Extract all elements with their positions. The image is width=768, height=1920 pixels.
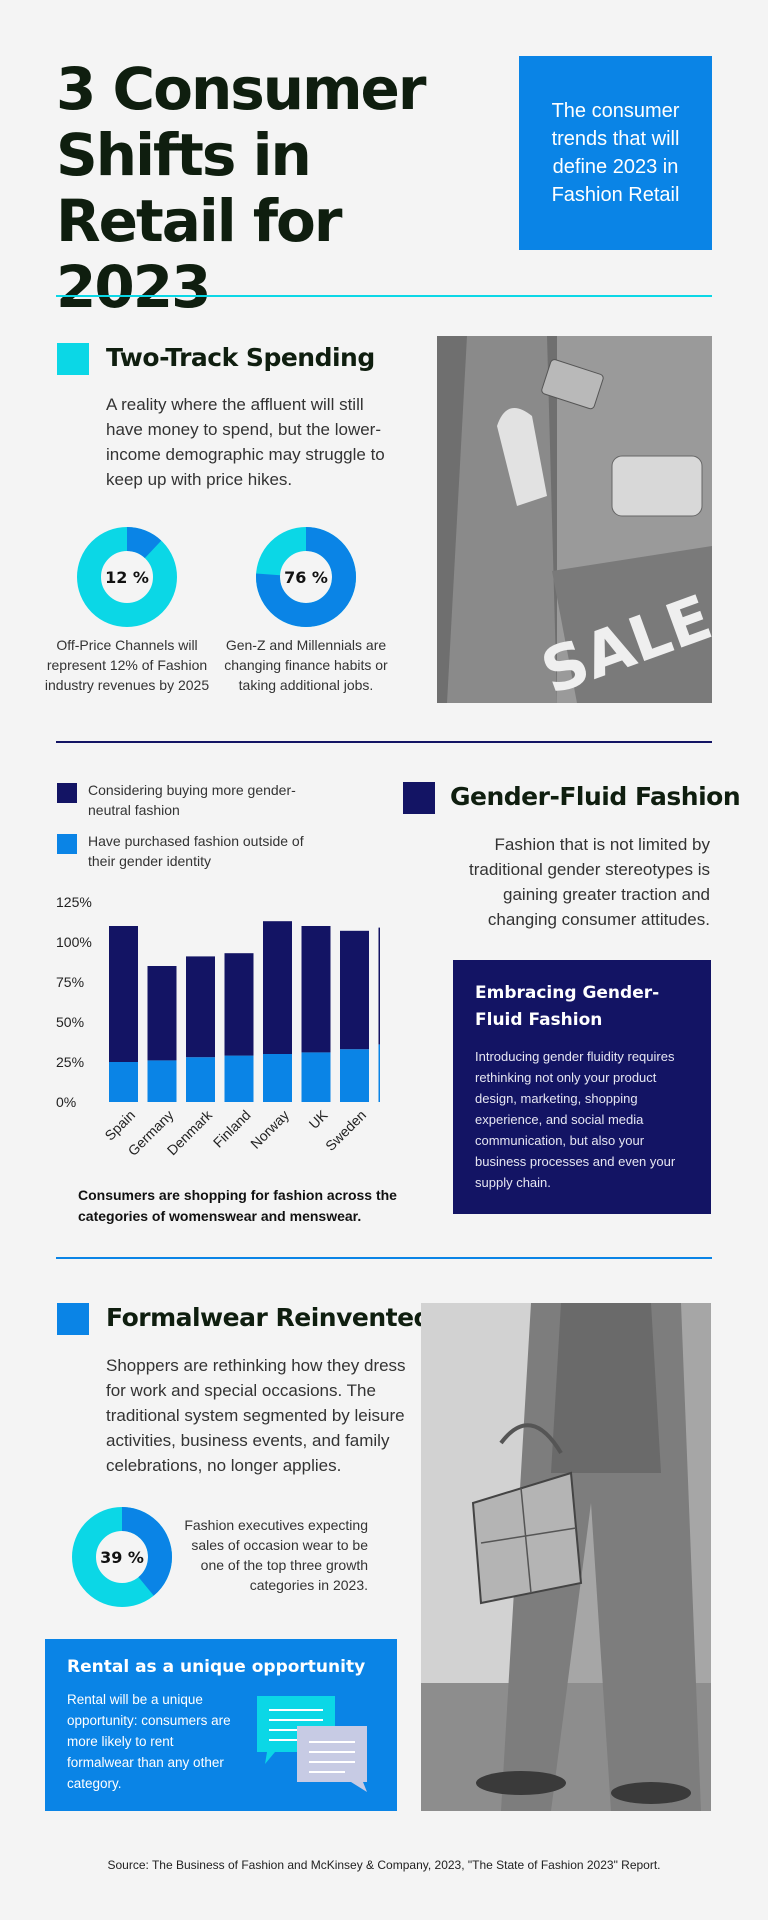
intro-text: The consumer trends that will define 202… (551, 100, 680, 206)
bar-segment (224, 953, 254, 1056)
chart-note: Consumers are shopping for fashion acros… (78, 1187, 397, 1224)
x-tick-label: Spain (101, 1107, 138, 1144)
bar-segment (147, 1060, 177, 1102)
bar-segment (301, 926, 331, 1053)
section-description-gender-fluid: Fashion that is not limited by tradition… (469, 835, 710, 929)
intro-box: The consumer trends that will define 202… (519, 56, 712, 250)
section-title-formalwear: Formalwear Reinvented (106, 1303, 431, 1332)
bar-segment (109, 926, 138, 1062)
section-title-gender-fluid: Gender-Fluid Fashion (450, 782, 741, 811)
x-tick-label: Finland (210, 1107, 254, 1151)
bar-segment (263, 921, 292, 1054)
donut-chart-12: 12 % (77, 527, 177, 627)
section-title-two-track: Two-Track Spending (106, 343, 375, 372)
info-box-title: Embracing Gender-Fluid Fashion (475, 983, 660, 1030)
legend-label-purchased: Have purchased fashion outside of their … (88, 833, 304, 869)
rental-box-title: Rental as a unique opportunity (67, 1657, 366, 1677)
y-tick-label: 75% (56, 974, 84, 990)
donut-chart-39: 39 % (72, 1507, 172, 1607)
rental-box-text: Rental will be a unique opportunity: con… (67, 1692, 231, 1791)
x-tick-label: Norway (247, 1107, 292, 1152)
bar-segment (263, 1054, 292, 1102)
y-tick-label: 0% (56, 1094, 76, 1110)
section-marker-navy (403, 782, 435, 814)
divider-navy (56, 741, 712, 743)
x-tick-label: Sweden (322, 1107, 369, 1154)
legend-swatch-purchased (57, 834, 77, 854)
bar-segment (340, 930, 369, 1050)
donut-chart-76: 76 % (256, 527, 356, 627)
handbag-photo (421, 1303, 711, 1811)
info-box-text: Introducing gender fluidity requires ret… (475, 1049, 676, 1190)
donut-value-label: 39 % (100, 1548, 144, 1567)
bar-segment (224, 1055, 254, 1102)
stacked-bar-chart: 0%25%50%75%100%125%SpainGermanyDenmarkFi… (56, 894, 380, 1159)
bar-segment (186, 956, 215, 1058)
source-footnote: Source: The Business of Fashion and McKi… (107, 1858, 661, 1872)
bar-segment (340, 1049, 369, 1102)
legend-swatch-considering (57, 783, 77, 803)
y-tick-label: 125% (56, 894, 92, 910)
divider-blue (56, 1257, 712, 1259)
page-title: 3 Consumer Shifts in Retail for 2023 (56, 55, 426, 321)
stat-caption-occasion-wear: Fashion executives expecting sales of oc… (184, 1517, 368, 1593)
legend-label-considering: Considering buying more gender-neutral f… (88, 782, 296, 818)
x-tick-label: UK (306, 1106, 332, 1132)
bar-segment (186, 1057, 215, 1102)
section-marker-blue (57, 1303, 89, 1335)
divider-cyan (56, 295, 712, 297)
donut-value-arc (256, 527, 356, 627)
y-tick-label: 50% (56, 1014, 84, 1030)
bar-segment (378, 927, 380, 1045)
y-tick-label: 100% (56, 934, 92, 950)
bar-segment (378, 1044, 380, 1102)
stat-caption-gen-z: Gen-Z and Millennials are changing finan… (224, 637, 388, 693)
donut-value-label: 76 % (284, 568, 328, 587)
bar-segment (301, 1052, 331, 1102)
shopping-illustration: SALE (437, 336, 712, 703)
donut-value-arc (77, 527, 177, 627)
section-marker-cyan (57, 343, 89, 375)
bar-segment (147, 966, 177, 1061)
shopping-photo: SALE (437, 336, 712, 703)
donut-value-label: 12 % (105, 568, 149, 587)
stat-caption-off-price: Off-Price Channels will represent 12% of… (44, 637, 210, 693)
handbag-illustration (421, 1303, 711, 1811)
chat-bubbles-icon (257, 1696, 367, 1792)
section-description-formalwear: Shoppers are rethinking how they dress f… (106, 1356, 406, 1475)
y-tick-label: 25% (56, 1054, 84, 1070)
section-description-two-track: A reality where the affluent will still … (106, 395, 385, 489)
gender-fluid-info-box: Embracing Gender-Fluid Fashion Introduci… (453, 960, 711, 1214)
donut-value-arc (72, 1507, 172, 1607)
bar-segment (109, 1062, 138, 1102)
rental-info-box: Rental as a unique opportunity Rental wi… (45, 1639, 397, 1811)
